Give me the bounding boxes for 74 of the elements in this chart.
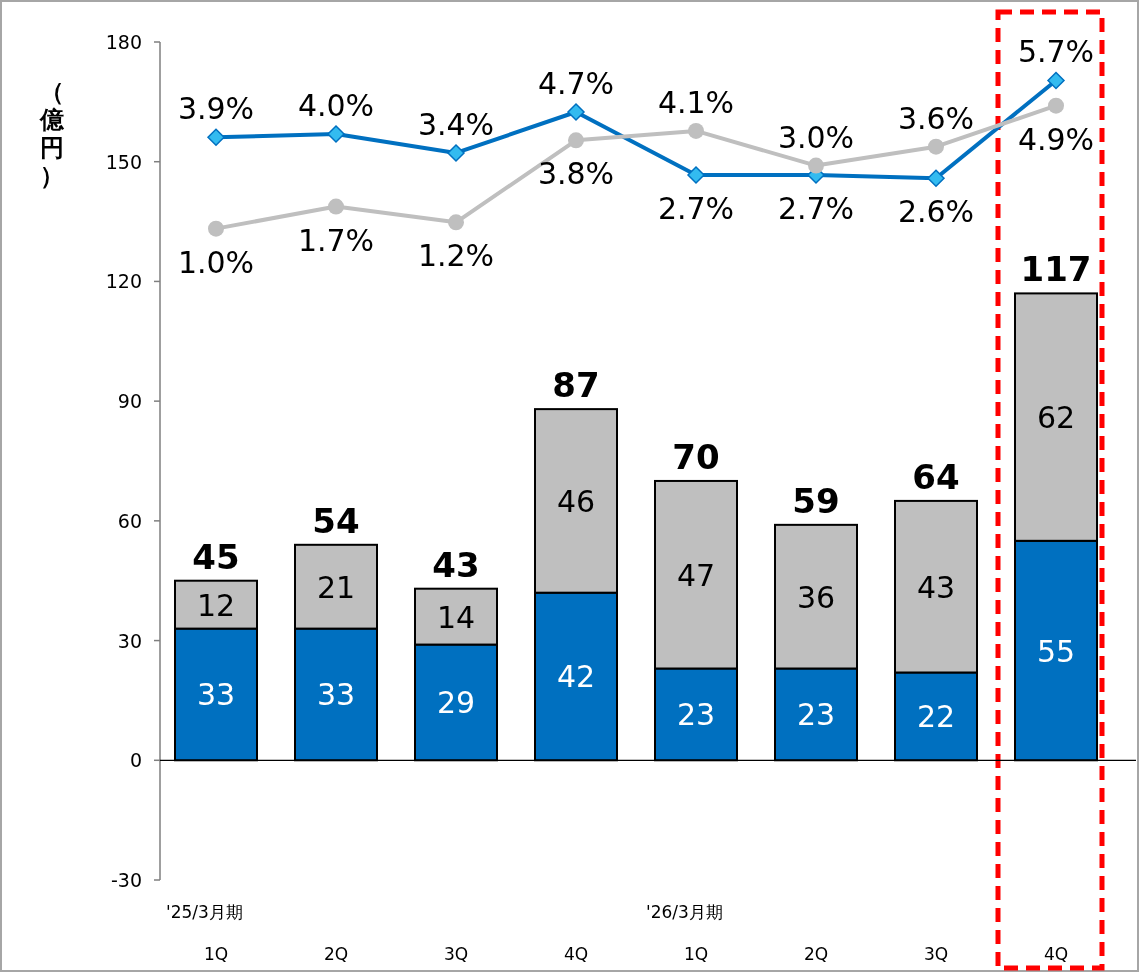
- y-tick-label: -30: [110, 869, 142, 891]
- x-tick-label: 4Q: [563, 944, 589, 964]
- y-tick-label: 150: [105, 150, 142, 173]
- total-label: 45: [192, 536, 240, 577]
- y-tick-label: 180: [105, 31, 142, 53]
- y-tick-label: 120: [105, 270, 142, 293]
- data-label: 4.0%: [297, 88, 375, 124]
- point: [208, 220, 224, 237]
- y-axis-title: （億円）: [39, 78, 65, 190]
- x-tick-label: 4Q: [1043, 944, 1069, 964]
- data-label: 3.9%: [177, 91, 255, 127]
- x-tick-label: 2Q: [803, 944, 829, 964]
- data-label: 43: [916, 569, 956, 605]
- point: [568, 132, 584, 149]
- text: '26/3月期: [646, 902, 723, 922]
- point: [1048, 97, 1064, 114]
- point: [567, 103, 585, 121]
- point: [1047, 71, 1065, 90]
- data-label: 4.1%: [657, 84, 735, 120]
- y-tick-label: 60: [117, 509, 142, 532]
- point: [687, 166, 705, 184]
- x-tick-label: 3Q: [923, 944, 949, 964]
- data-label: 3.0%: [777, 119, 855, 155]
- data-label: 14: [436, 599, 476, 635]
- data-label: 33: [316, 677, 356, 713]
- data-label: 23: [796, 697, 836, 733]
- data-label: 1.0%: [177, 244, 255, 280]
- data-label: 23: [676, 697, 716, 733]
- y-tick-label: 30: [117, 629, 142, 652]
- data-label: 3.8%: [537, 156, 615, 192]
- y-tick-label: 0: [129, 749, 142, 772]
- data-label: 36: [796, 579, 836, 615]
- data-label: 12: [196, 587, 236, 623]
- data-label: 55: [1036, 633, 1076, 669]
- data-label: 4.9%: [1017, 121, 1095, 157]
- point: [448, 214, 464, 231]
- total-label: 54: [312, 500, 360, 541]
- total-label: 117: [1020, 249, 1092, 290]
- point: [808, 157, 824, 174]
- total-label: 64: [912, 456, 960, 497]
- x-tick-label: 1Q: [203, 944, 229, 964]
- y-tick-label: 90: [117, 390, 142, 413]
- data-label: 3.4%: [417, 106, 495, 142]
- data-label: 29: [436, 685, 476, 721]
- data-label: 1.7%: [297, 222, 375, 258]
- data-label: 62: [1036, 400, 1076, 436]
- total-label: 43: [432, 544, 480, 585]
- total-label: 59: [792, 480, 840, 521]
- data-label: 2.7%: [777, 191, 855, 227]
- data-label: 3.6%: [897, 100, 975, 136]
- point: [688, 122, 704, 139]
- point: [928, 138, 944, 155]
- data-label: 42: [556, 659, 596, 695]
- data-label: 5.7%: [1017, 34, 1095, 70]
- point: [447, 144, 465, 162]
- data-label: 1.2%: [417, 238, 495, 274]
- x-tick-label: 1Q: [683, 944, 709, 964]
- x-tick-label: 3Q: [443, 944, 469, 964]
- text: '25/3月期: [166, 902, 243, 922]
- x-tick-label: 2Q: [323, 944, 349, 964]
- data-label: 21: [316, 569, 356, 605]
- data-label: 33: [196, 677, 236, 713]
- point: [207, 128, 225, 146]
- point: [328, 198, 344, 215]
- data-label: 4.7%: [537, 65, 615, 101]
- point: [927, 169, 945, 187]
- data-label: 22: [916, 699, 956, 735]
- data-label: 47: [676, 557, 716, 593]
- total-label: 70: [672, 436, 720, 477]
- total-label: 87: [552, 365, 600, 406]
- point: [327, 125, 345, 143]
- data-label: 2.7%: [657, 191, 735, 227]
- data-label: 2.6%: [897, 194, 975, 230]
- data-label: 46: [556, 483, 596, 519]
